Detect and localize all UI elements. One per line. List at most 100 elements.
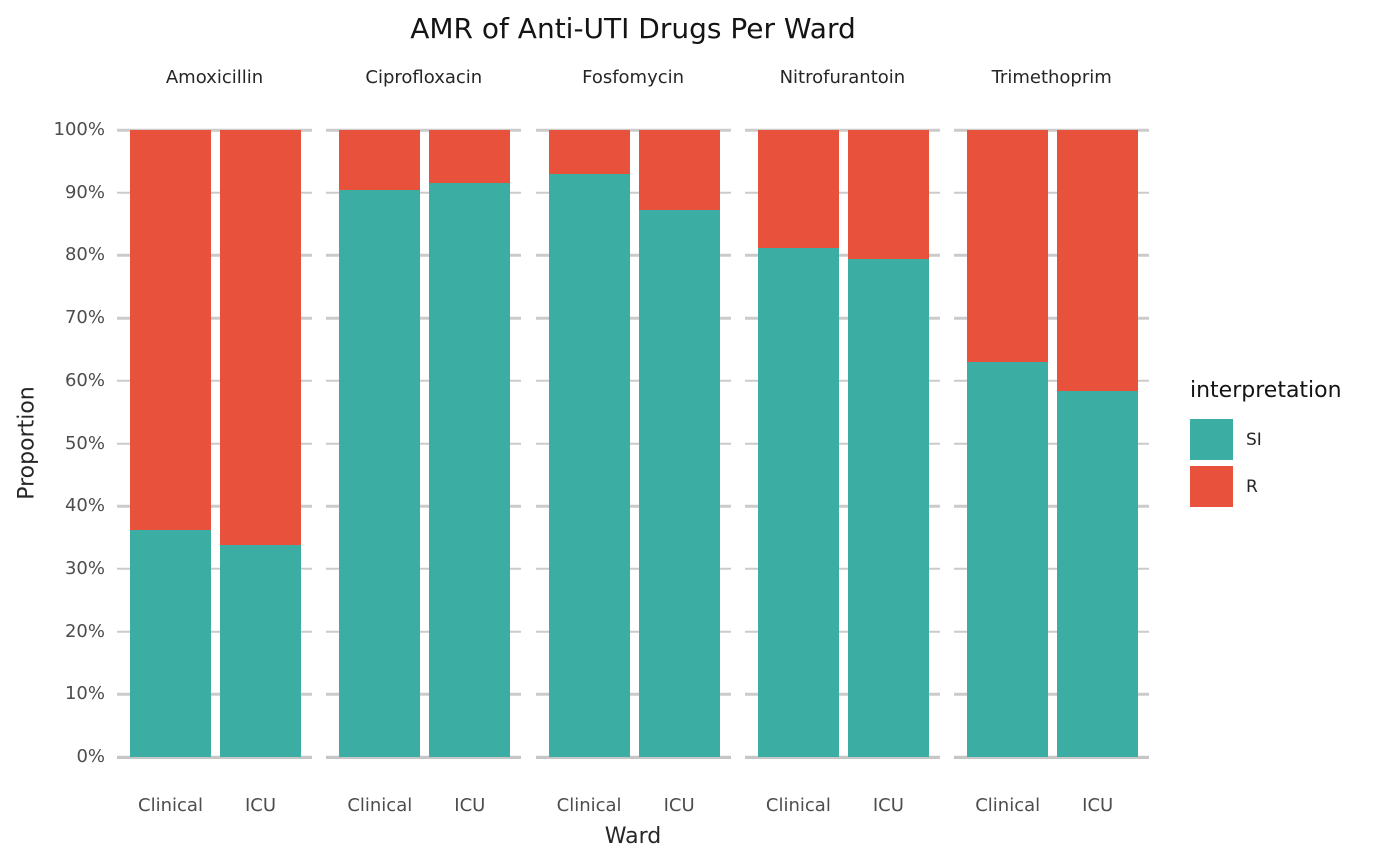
legend-item-si: SI xyxy=(1190,419,1342,460)
legend-swatch-r xyxy=(1190,466,1233,507)
x-tick-label-clinical: Clinical xyxy=(138,795,203,816)
x-axis-title: Ward xyxy=(604,824,662,849)
gridline-20 xyxy=(326,630,522,633)
legend-item-r: R xyxy=(1190,466,1342,507)
gridline-50 xyxy=(117,442,312,445)
x-tick-label-clinical: Clinical xyxy=(347,795,413,816)
gridline-10 xyxy=(744,693,940,696)
gridline-70 xyxy=(535,316,731,320)
legend-label-r: R xyxy=(1246,476,1258,497)
bar-segment-si xyxy=(1057,390,1139,757)
y-tick-label: 60% xyxy=(64,369,105,391)
gridline-20 xyxy=(744,630,940,633)
bar-segment-si xyxy=(220,545,301,757)
bar-segment-r xyxy=(847,130,929,259)
gridline-100 xyxy=(535,128,731,132)
bar-segment-r xyxy=(967,130,1049,362)
y-tick-label: 20% xyxy=(64,620,105,642)
bar-segment-si xyxy=(638,210,720,757)
y-tick-label: 80% xyxy=(64,244,105,266)
facet-panel-nitrofurantoin xyxy=(744,128,940,759)
facet-label-nitrofurantoin: Nitrofurantoin xyxy=(779,67,906,88)
facet-panel-ciprofloxacin xyxy=(326,128,522,759)
bar-segment-r xyxy=(339,130,421,190)
legend-label-si: SI xyxy=(1246,429,1262,450)
stacked-bar-icu-nitrofurantoin xyxy=(847,130,929,757)
y-tick-label: 90% xyxy=(64,181,105,203)
gridline-20 xyxy=(535,630,731,633)
x-axis-line xyxy=(535,755,731,759)
gridline-30 xyxy=(117,567,312,571)
stacked-bar-icu-amoxicillin xyxy=(220,130,301,757)
stacked-bar-icu-fosfomycin xyxy=(638,130,720,757)
stacked-bar-clinical-fosfomycin xyxy=(548,130,630,757)
gridline-40 xyxy=(744,504,940,508)
gridline-100 xyxy=(117,128,312,132)
bar-segment-si xyxy=(967,362,1049,757)
bar-segment-r xyxy=(548,130,630,174)
y-tick-label: 50% xyxy=(64,432,105,454)
stacked-bar-clinical-ciprofloxacin xyxy=(339,130,421,757)
gridline-50 xyxy=(744,442,940,445)
gridline-40 xyxy=(326,504,522,508)
y-tick-label: 10% xyxy=(64,683,105,705)
bar-segment-r xyxy=(220,130,301,546)
x-tick-label-clinical: Clinical xyxy=(765,795,831,816)
facet-label-amoxicillin: Amoxicillin xyxy=(165,67,264,88)
gridline-70 xyxy=(744,316,940,320)
gridline-100 xyxy=(954,128,1150,132)
legend: interpretation SI R xyxy=(1190,378,1342,513)
x-tick-label-icu: ICU xyxy=(454,795,486,816)
gridline-60 xyxy=(744,379,940,383)
gridline-20 xyxy=(117,630,312,633)
bar-segment-r xyxy=(429,130,511,184)
legend-items: SI R xyxy=(1190,419,1342,507)
gridline-60 xyxy=(117,379,312,383)
gridline-100 xyxy=(744,128,940,132)
gridline-90 xyxy=(744,191,940,194)
gridline-80 xyxy=(744,254,940,257)
gridline-30 xyxy=(326,567,522,571)
gridline-80 xyxy=(117,254,312,257)
gridline-80 xyxy=(535,254,731,257)
gridline-10 xyxy=(117,693,312,696)
bar-segment-si xyxy=(429,183,511,757)
gridline-90 xyxy=(535,191,731,194)
gridline-50 xyxy=(535,442,731,445)
x-tick-label-icu: ICU xyxy=(872,795,904,816)
gridline-70 xyxy=(117,316,312,320)
y-tick-label: 70% xyxy=(64,307,105,329)
x-tick-label-clinical: Clinical xyxy=(556,795,622,816)
bar-segment-si xyxy=(339,189,421,757)
bar-segment-si xyxy=(548,173,630,757)
bar-segment-si xyxy=(757,247,839,757)
facet-panel-amoxicillin xyxy=(117,128,312,759)
bar-segment-r xyxy=(1057,130,1139,391)
stacked-bar-clinical-nitrofurantoin xyxy=(757,130,839,757)
gridline-70 xyxy=(326,316,522,320)
legend-swatch-si xyxy=(1190,419,1233,460)
x-tick-label-icu: ICU xyxy=(1082,795,1114,816)
gridline-20 xyxy=(954,630,1150,633)
gridline-10 xyxy=(535,693,731,696)
x-tick-label-clinical: Clinical xyxy=(975,795,1041,816)
gridline-10 xyxy=(954,693,1150,696)
gridline-90 xyxy=(326,191,522,194)
y-tick-label: 100% xyxy=(53,119,105,140)
gridline-90 xyxy=(954,191,1150,194)
facet-label-trimethoprim: Trimethoprim xyxy=(991,67,1112,88)
gridline-80 xyxy=(954,254,1150,257)
facet-panel-trimethoprim xyxy=(954,128,1150,759)
stacked-bar-clinical-trimethoprim xyxy=(967,130,1049,757)
bar-segment-r xyxy=(638,130,720,211)
x-tick-label-icu: ICU xyxy=(663,795,695,816)
gridline-40 xyxy=(117,504,312,508)
stacked-bar-icu-trimethoprim xyxy=(1057,130,1139,757)
gridline-30 xyxy=(535,567,731,571)
y-tick-label: 0% xyxy=(76,746,105,767)
chart-title: AMR of Anti-UTI Drugs Per Ward xyxy=(410,12,856,45)
x-axis-line xyxy=(744,755,940,759)
gridline-50 xyxy=(326,442,522,445)
x-axis-line xyxy=(117,755,312,759)
